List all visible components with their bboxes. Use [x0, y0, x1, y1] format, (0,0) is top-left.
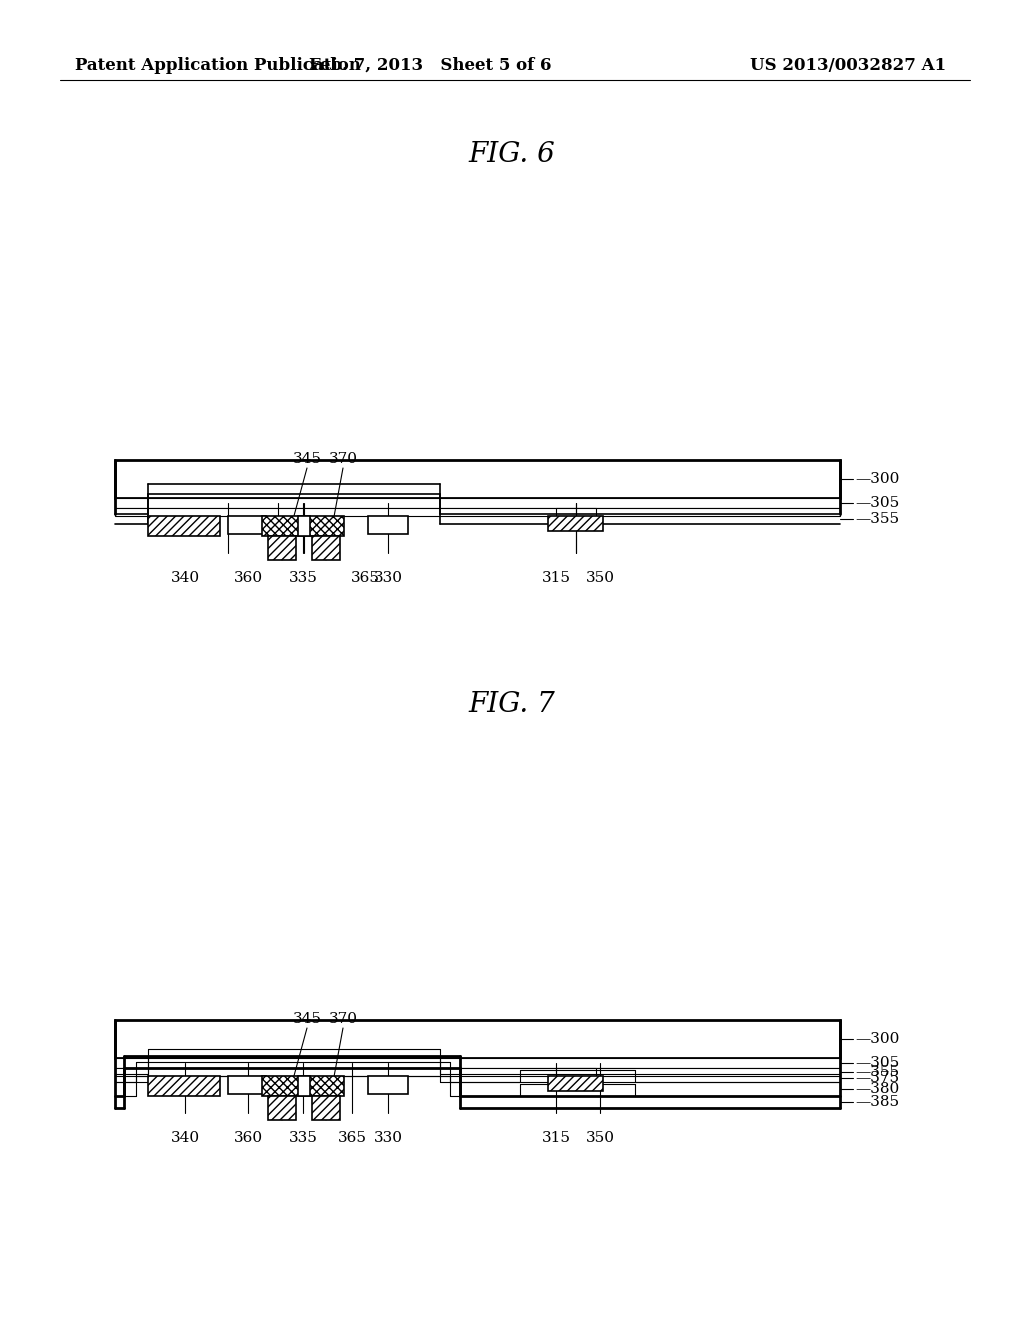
Text: —300: —300	[855, 1032, 899, 1045]
Bar	[556, 508, 596, 516]
Bar	[368, 516, 408, 535]
Bar	[228, 516, 266, 535]
Text: —355: —355	[855, 512, 899, 525]
Bar	[262, 516, 344, 536]
Text: 350: 350	[586, 572, 614, 585]
Text: 370: 370	[329, 1012, 357, 1026]
Bar	[148, 516, 220, 536]
Bar	[115, 1068, 840, 1076]
Bar	[548, 516, 603, 531]
Text: 315: 315	[542, 572, 570, 585]
Bar	[228, 1076, 266, 1094]
Bar	[298, 516, 310, 536]
Bar	[312, 536, 340, 560]
Text: FIG. 7: FIG. 7	[469, 692, 555, 718]
Text: 360: 360	[233, 572, 262, 585]
Text: 370: 370	[329, 451, 357, 466]
Bar	[268, 536, 296, 560]
Text: 360: 360	[233, 1131, 262, 1144]
Bar	[115, 1059, 840, 1068]
Text: 365: 365	[338, 1131, 367, 1144]
Text: —355: —355	[855, 1065, 899, 1078]
Text: —305: —305	[855, 1056, 899, 1071]
Text: —305: —305	[855, 496, 899, 510]
Text: 315: 315	[542, 1131, 570, 1144]
Text: 335: 335	[289, 1131, 317, 1144]
Text: 345: 345	[293, 1012, 322, 1026]
Text: FIG. 6: FIG. 6	[469, 141, 555, 169]
Text: 365: 365	[350, 572, 380, 585]
Text: 330: 330	[374, 1131, 402, 1144]
Bar	[115, 1020, 840, 1059]
Bar	[548, 1076, 603, 1092]
Text: —300: —300	[855, 473, 899, 486]
Text: —380: —380	[855, 1082, 899, 1096]
Bar	[268, 1096, 296, 1119]
Text: —385: —385	[855, 1096, 899, 1109]
Text: 345: 345	[293, 451, 322, 466]
Bar	[262, 1076, 344, 1096]
Text: 330: 330	[374, 572, 402, 585]
Text: 340: 340	[170, 1131, 200, 1144]
Text: 340: 340	[170, 572, 200, 585]
Bar	[115, 459, 840, 498]
Bar	[368, 1076, 408, 1094]
Text: 335: 335	[289, 572, 317, 585]
Bar	[556, 1068, 596, 1076]
Bar	[312, 1096, 340, 1119]
Text: —375: —375	[855, 1071, 899, 1085]
Bar	[298, 1076, 310, 1096]
Bar	[115, 508, 840, 516]
Bar	[115, 498, 840, 508]
Text: Patent Application Publication: Patent Application Publication	[75, 57, 360, 74]
Text: US 2013/0032827 A1: US 2013/0032827 A1	[750, 57, 946, 74]
Text: 350: 350	[586, 1131, 614, 1144]
Text: Feb. 7, 2013   Sheet 5 of 6: Feb. 7, 2013 Sheet 5 of 6	[309, 57, 551, 74]
Bar	[148, 1076, 220, 1096]
